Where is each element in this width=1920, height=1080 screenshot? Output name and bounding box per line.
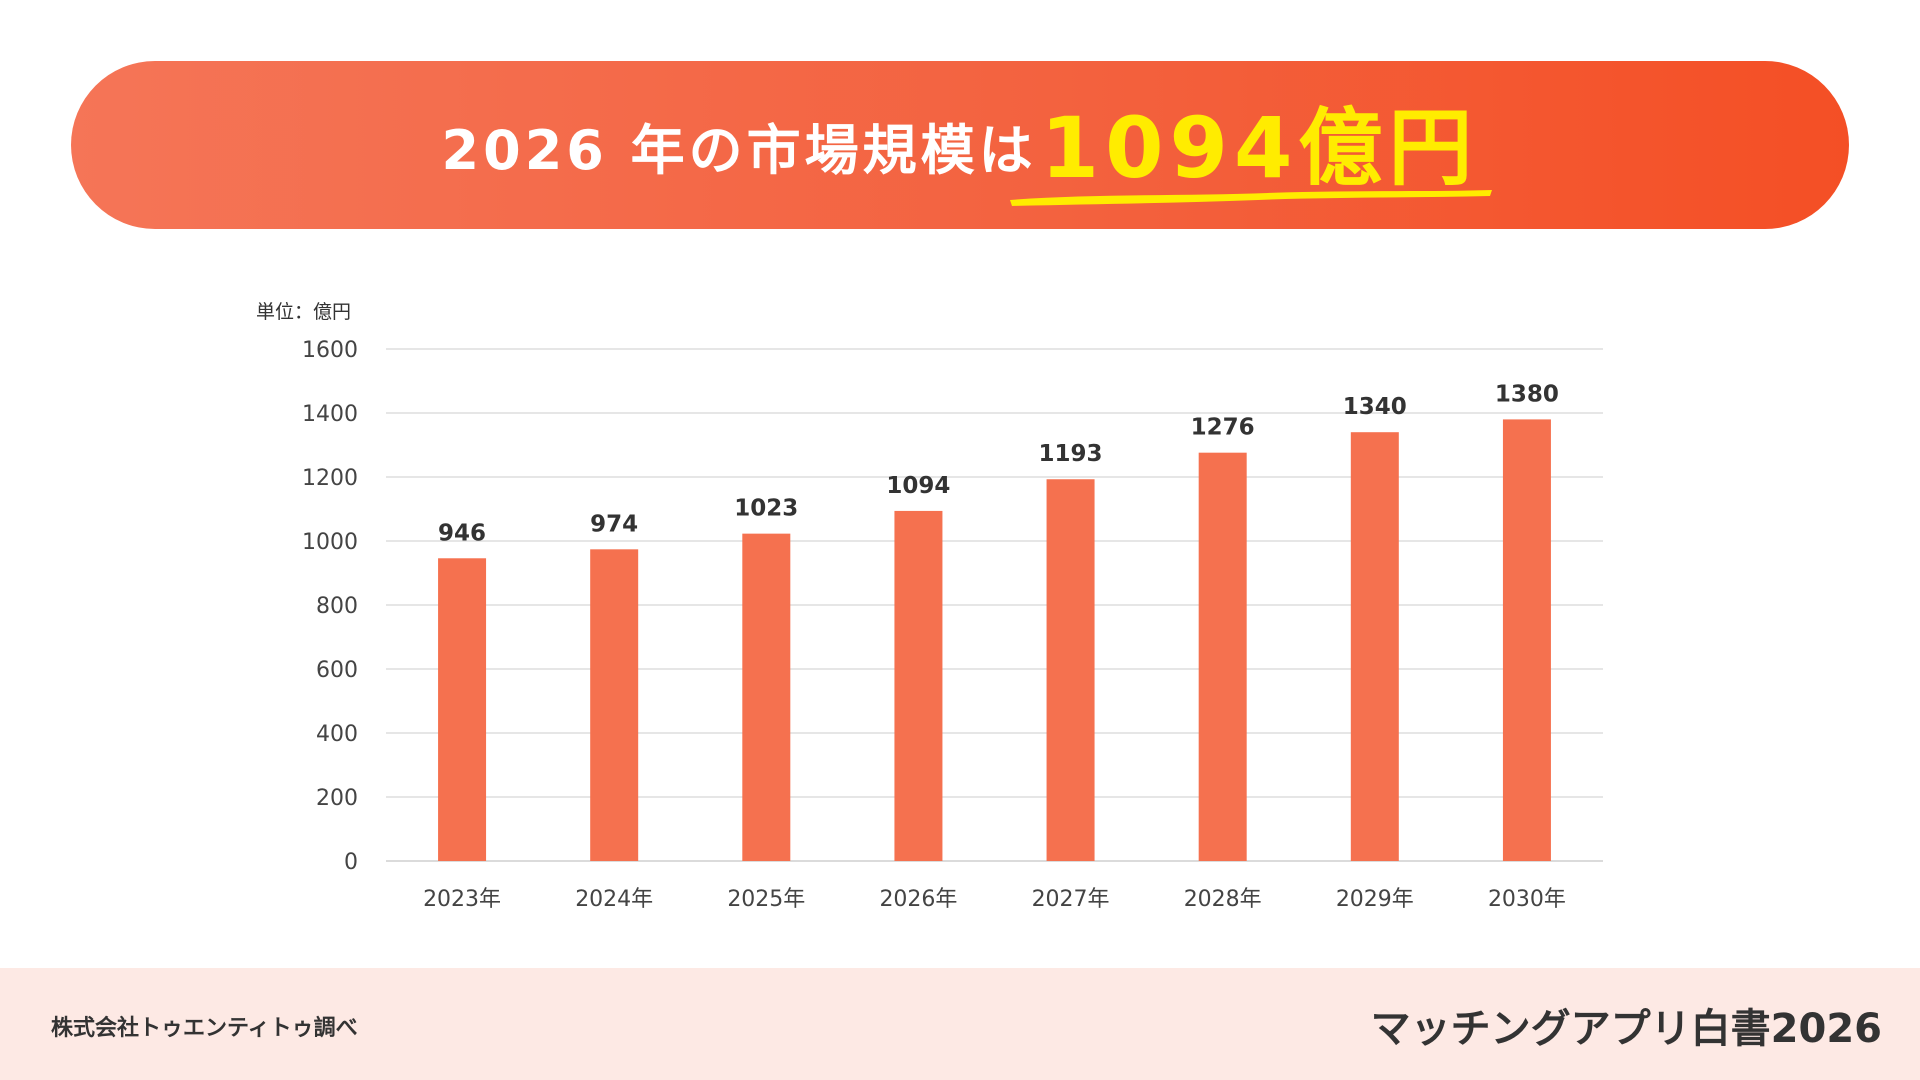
bar [1198, 452, 1247, 861]
bar [1350, 432, 1399, 861]
y-tick-label: 0 [344, 850, 358, 875]
y-tick-label: 1000 [302, 530, 358, 555]
x-tick-label: 2029年 [1336, 887, 1414, 912]
data-label: 1193 [1039, 441, 1103, 467]
data-label: 946 [438, 520, 486, 546]
bar [438, 558, 487, 861]
y-tick-label: 200 [316, 786, 358, 811]
bar [1046, 479, 1095, 861]
bar [1502, 419, 1551, 861]
footer-brand: マッチングアプリ白書2026 [1370, 1006, 1882, 1052]
x-tick-label: 2026年 [879, 887, 957, 912]
x-tick-label: 2030年 [1488, 887, 1566, 912]
x-tick-label: 2025年 [727, 887, 805, 912]
data-label: 974 [590, 511, 638, 537]
title-banner: 2026 年の市場規模は 1094億円 [71, 61, 1849, 229]
data-label: 1023 [734, 496, 798, 522]
highlight-underline-icon [1010, 190, 1492, 206]
data-label: 1276 [1191, 415, 1255, 441]
y-tick-label: 1200 [302, 466, 358, 491]
x-tick-label: 2023年 [423, 887, 501, 912]
y-tick-label: 600 [316, 658, 358, 683]
y-tick-label: 1400 [302, 402, 358, 427]
bar [894, 510, 943, 861]
data-label: 1094 [886, 473, 950, 499]
y-tick-label: 1600 [302, 338, 358, 363]
y-tick-label: 800 [316, 594, 358, 619]
unit-label: 単位：億円 [256, 301, 352, 323]
x-tick-label: 2024年 [575, 887, 653, 912]
y-tick-label: 400 [316, 722, 358, 747]
x-tick-label: 2028年 [1184, 887, 1262, 912]
banner-title-prefix: 2026 年の市場規模は [441, 118, 1037, 182]
x-tick-label: 2027年 [1032, 887, 1110, 912]
bar [742, 533, 791, 861]
footer-bar [0, 968, 1920, 1080]
footer-source: 株式会社トゥエンティトゥ調べ [51, 1016, 358, 1041]
banner-title: 2026 年の市場規模は 1094億円 [71, 61, 1849, 229]
banner-title-highlight: 1094億円 [1040, 98, 1479, 197]
data-label: 1340 [1343, 394, 1407, 420]
data-label: 1380 [1495, 381, 1559, 407]
bar [590, 549, 639, 861]
bar-chart: 0 200 400 600 800 1000 1200 1400 1600 946 2023年 974… [302, 338, 1603, 912]
